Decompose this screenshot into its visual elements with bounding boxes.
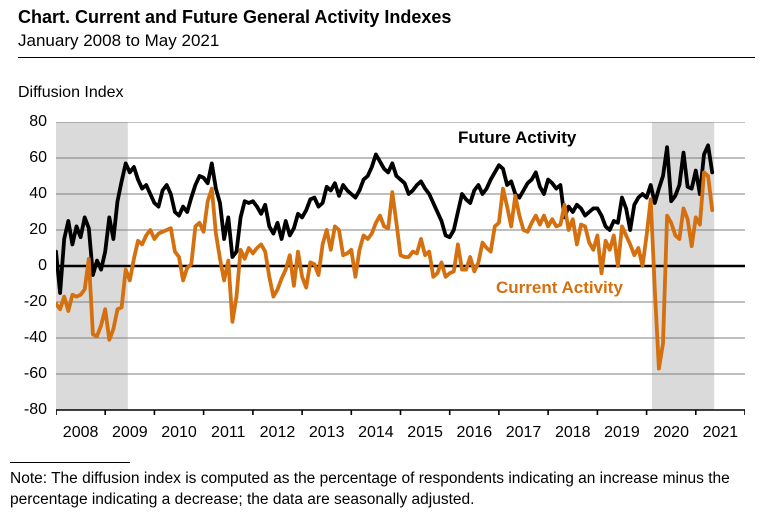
future-activity-series-label: Future Activity: [458, 128, 577, 147]
chart-area: 80 60 40 20 0 -20 -40 -60 -80 Future Activity Cu…: [23, 113, 745, 441]
x-year-label: 2015: [407, 424, 443, 441]
y-tick-label: -20: [23, 293, 47, 310]
y-tick-label: 20: [29, 221, 47, 238]
current-activity-series-label: Current Activity: [496, 278, 623, 297]
x-year-label: 2020: [653, 424, 689, 441]
x-year-label: 2012: [259, 424, 296, 441]
chart-title: Chart. Current and Future General Activi…: [18, 7, 452, 27]
y-tick-label: 40: [29, 185, 47, 202]
x-year-label: 2021: [702, 424, 739, 441]
footnote-divider-line: [10, 462, 130, 463]
x-year-label: 2018: [554, 424, 591, 441]
x-year-label: 2010: [161, 424, 197, 441]
y-tick-label: 0: [38, 257, 47, 274]
y-tick-label: -40: [23, 329, 47, 346]
x-year-label: 2009: [112, 424, 148, 441]
x-year-label: 2013: [308, 424, 345, 441]
title-divider-line: [18, 57, 755, 58]
x-year-label: 2011: [211, 424, 246, 441]
y-axis-title: Diffusion Index: [18, 84, 124, 101]
y-tick-label: -60: [23, 365, 47, 382]
x-year-label: 2016: [456, 424, 493, 441]
x-year-label: 2014: [358, 424, 394, 441]
y-tick-label: -80: [23, 401, 47, 418]
future-activity-line: [56, 143, 715, 295]
x-year-label: 2019: [604, 424, 640, 441]
current-activity-line: [56, 170, 715, 371]
x-year-label: 2008: [62, 424, 99, 441]
chart-subtitle: January 2008 to May 2021: [18, 31, 220, 50]
plot-svg: [56, 122, 745, 415]
y-tick-label: 60: [29, 149, 47, 166]
y-tick-label: 80: [29, 113, 47, 130]
x-year-label: 2017: [505, 424, 542, 441]
footnote-text: Note: The diffusion index is computed as…: [10, 470, 730, 509]
